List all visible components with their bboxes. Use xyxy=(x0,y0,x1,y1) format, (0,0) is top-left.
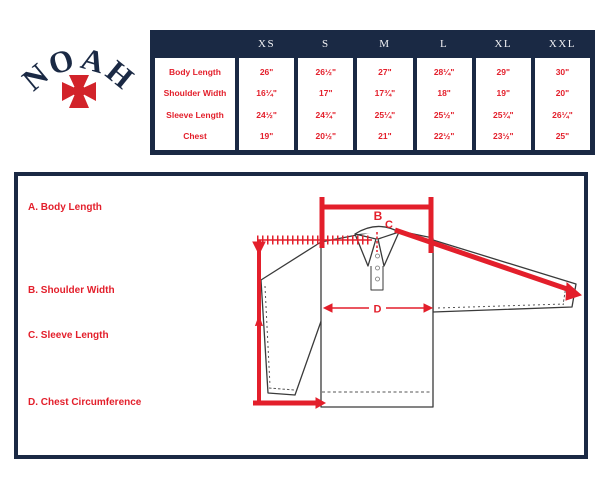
chest-arrow-right xyxy=(423,303,434,313)
size-column-xxl: 30" 20" 26¼" 25" xyxy=(534,58,591,150)
value-sleeve-length-xs: 24½" xyxy=(256,109,277,120)
value-chest-xl: 23½" xyxy=(492,131,514,142)
value-body-length-xs: 26" xyxy=(259,66,274,77)
size-table-body: Body Length Shoulder Width Sleeve Length… xyxy=(150,58,595,155)
left-sleeve xyxy=(260,241,326,396)
value-shoulder-width-xl: 19" xyxy=(496,88,511,99)
legend-shoulder-width: B. Shoulder Width xyxy=(28,285,115,296)
polo-shirt-illustration: B C A D xyxy=(252,197,582,409)
marker-d: D xyxy=(374,304,382,316)
placket xyxy=(370,266,384,291)
size-header-row: XS S M L XL XXL xyxy=(150,30,595,58)
size-column-s: 26½" 17" 24¾" 20½" xyxy=(298,58,354,150)
right-sleeve-seam xyxy=(437,303,565,309)
value-sleeve-length-xl: 25¾" xyxy=(492,109,514,120)
value-shoulder-width-m: 17¾" xyxy=(374,88,396,99)
collar-left-flap xyxy=(354,233,377,267)
button-2 xyxy=(375,265,380,271)
value-body-length-s: 26½" xyxy=(315,66,337,77)
column-header-s: S xyxy=(321,38,330,50)
row-label-chest: Chest xyxy=(183,131,207,142)
column-header-l: L xyxy=(439,38,449,50)
column-header-m: M xyxy=(379,38,391,50)
right-cuff-stitch xyxy=(562,285,567,306)
left-sleeve-seam xyxy=(264,285,271,387)
legend-chest-circumference: D. Chest Circumference xyxy=(28,397,142,408)
cross-pattee-icon xyxy=(62,75,96,108)
column-header-xs: XS xyxy=(258,38,276,50)
value-sleeve-length-xxl: 26¼" xyxy=(552,109,573,120)
noah-logo: NOAH xyxy=(18,42,140,108)
value-chest-s: 20½" xyxy=(315,131,337,142)
marker-b: B xyxy=(374,209,383,223)
value-sleeve-length-s: 24¾" xyxy=(315,109,337,120)
legend-sleeve-length: C. Sleeve Length xyxy=(28,330,109,341)
value-body-length-xxl: 30" xyxy=(555,66,570,77)
value-chest-l: 22½" xyxy=(433,131,455,142)
chest-label-gap xyxy=(369,300,386,316)
measurement-diagram: A. Body Length B. Shoulder Width C. Slee… xyxy=(14,172,588,459)
value-sleeve-length-m: 25¼" xyxy=(374,109,396,120)
size-column-xl: 29" 19" 25¾" 23½" xyxy=(475,58,531,150)
value-chest-xxl: 25" xyxy=(555,131,570,142)
legend-body-length: A. Body Length xyxy=(28,202,102,213)
row-label-body-length: Body Length xyxy=(169,66,221,77)
chest-arrow-left xyxy=(322,303,333,313)
size-column-l: 28¼" 18" 25½" 22½" xyxy=(416,58,472,150)
sleeve-length-arrowhead xyxy=(565,281,582,301)
column-header-xl: XL xyxy=(494,38,513,50)
column-header-xxl: XXL xyxy=(548,38,576,50)
size-chart-table: XS S M L XL XXL Body Length Shoulder Wid… xyxy=(150,30,595,155)
placket-buttons xyxy=(375,253,380,282)
body-length-bar-arrow xyxy=(315,397,327,409)
value-shoulder-width-s: 17" xyxy=(319,88,333,99)
size-column-m: 27" 17¾" 25¼" 21" xyxy=(357,58,413,150)
value-shoulder-width-l: 18" xyxy=(437,88,451,99)
collar-right-flap xyxy=(377,231,400,267)
value-chest-xs: 19" xyxy=(259,131,274,142)
value-chest-m: 21" xyxy=(378,131,392,142)
sleeve-length-line xyxy=(394,227,574,294)
value-shoulder-width-xxl: 20" xyxy=(555,88,570,99)
row-label-shoulder-width: Shoulder Width xyxy=(163,88,227,99)
button-3 xyxy=(375,276,380,282)
value-shoulder-width-xs: 16¼" xyxy=(256,88,277,99)
value-body-length-l: 28¼" xyxy=(433,66,455,77)
shirt-body xyxy=(320,230,434,408)
marker-c: C xyxy=(385,219,393,231)
body-length-arrowhead xyxy=(252,241,266,256)
button-1 xyxy=(375,253,380,259)
row-label-sleeve-length: Sleeve Length xyxy=(166,109,224,120)
value-body-length-m: 27" xyxy=(378,66,392,77)
measurement-labels-column: Body Length Shoulder Width Sleeve Length… xyxy=(155,58,235,150)
value-body-length-xl: 29" xyxy=(496,66,511,77)
size-column-xs: 26" 16¼" 24½" 19" xyxy=(239,58,295,150)
marker-a: A xyxy=(255,315,264,329)
value-sleeve-length-l: 25½" xyxy=(433,109,455,120)
